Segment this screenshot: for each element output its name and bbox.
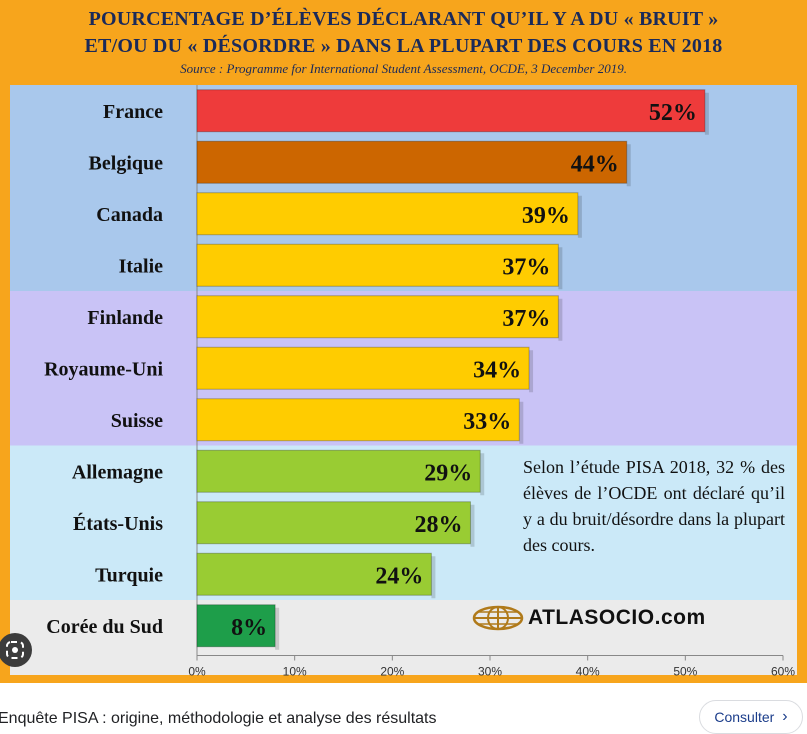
data-label: 52% [649,100,697,126]
data-label: 39% [522,203,570,229]
x-tick-label: 10% [283,665,307,679]
logo-text: ATLASOCIO.com [528,606,706,629]
bar-shadow-5 [529,350,534,393]
category-label: États-Unis [73,512,163,535]
bar-10 [196,604,276,648]
bar-9 [196,552,432,596]
category-label: France [103,101,163,123]
atlasocio-logo: ATLASOCIO.com [472,603,706,633]
bar-0 [196,89,706,133]
bar-shadow-6 [519,401,524,444]
bar-3 [196,243,559,287]
consult-button[interactable]: Consulter › [699,700,803,734]
bar-5 [196,346,530,390]
data-label: 44% [571,151,619,177]
bar-6 [196,398,520,442]
bar-shadow-7 [480,453,485,496]
x-tick-label: 30% [478,665,502,679]
bar-shadow-8 [470,504,475,547]
category-label: Italie [119,255,164,277]
data-label: 8% [231,615,267,641]
category-label: Corée du Sud [46,616,163,638]
category-label: Turquie [95,564,163,586]
bar-7 [196,449,481,493]
chart-subtitle: Source : Programme for International Stu… [180,61,627,76]
data-label: 37% [502,306,550,332]
x-tick-label: 40% [576,665,600,679]
bar-4 [196,295,559,339]
axis-area [10,651,797,675]
consult-label: Consulter [714,709,775,725]
bar-shadow-2 [577,195,582,238]
image-caption[interactable]: Enquête PISA : origine, méthodologie et … [0,710,437,727]
bar-8 [196,501,471,545]
bar-shadow-0 [704,92,709,135]
category-label: Royaume-Uni [44,358,163,380]
category-label: Allemagne [72,461,163,483]
chart: France Belgique Canada Italie Finlande Royaum… [10,85,797,679]
annotation-text: Selon l’étude PISA 2018, 32 % des élèves… [523,457,785,555]
lens-search-button[interactable] [0,633,32,667]
background-band [10,600,797,652]
x-tick-label: 50% [673,665,697,679]
data-label: 28% [414,512,462,538]
data-label: 34% [473,357,521,383]
category-label: Suisse [111,410,163,432]
x-tick-label: 20% [380,665,404,679]
lens-icon [6,641,24,659]
chart-title-line-2: ET/OU DU « DÉSORDRE » DANS LA PLUPART DE… [84,35,723,57]
category-label: Finlande [87,307,163,329]
bar-2 [196,192,579,236]
chart-title-line-1: POURCENTAGE D’ÉLÈVES DÉCLARANT QU’IL Y A… [88,8,719,30]
bar-shadow-10 [275,607,280,650]
data-label: 37% [502,254,550,280]
bar-shadow-9 [431,556,436,599]
bar-shadow-1 [626,144,631,187]
bar-shadow-3 [558,247,563,290]
bar-1 [196,140,628,184]
data-label: 29% [424,460,472,486]
category-label: Belgique [89,152,164,174]
bar-shadow-4 [558,298,563,341]
x-tick-label: 60% [771,665,795,679]
chevron-right-icon: › [782,708,788,725]
data-label: 24% [375,563,423,589]
globe-icon [472,605,524,631]
data-label: 33% [463,409,511,435]
x-tick-label: 0% [188,665,206,679]
category-label: Canada [96,204,163,226]
